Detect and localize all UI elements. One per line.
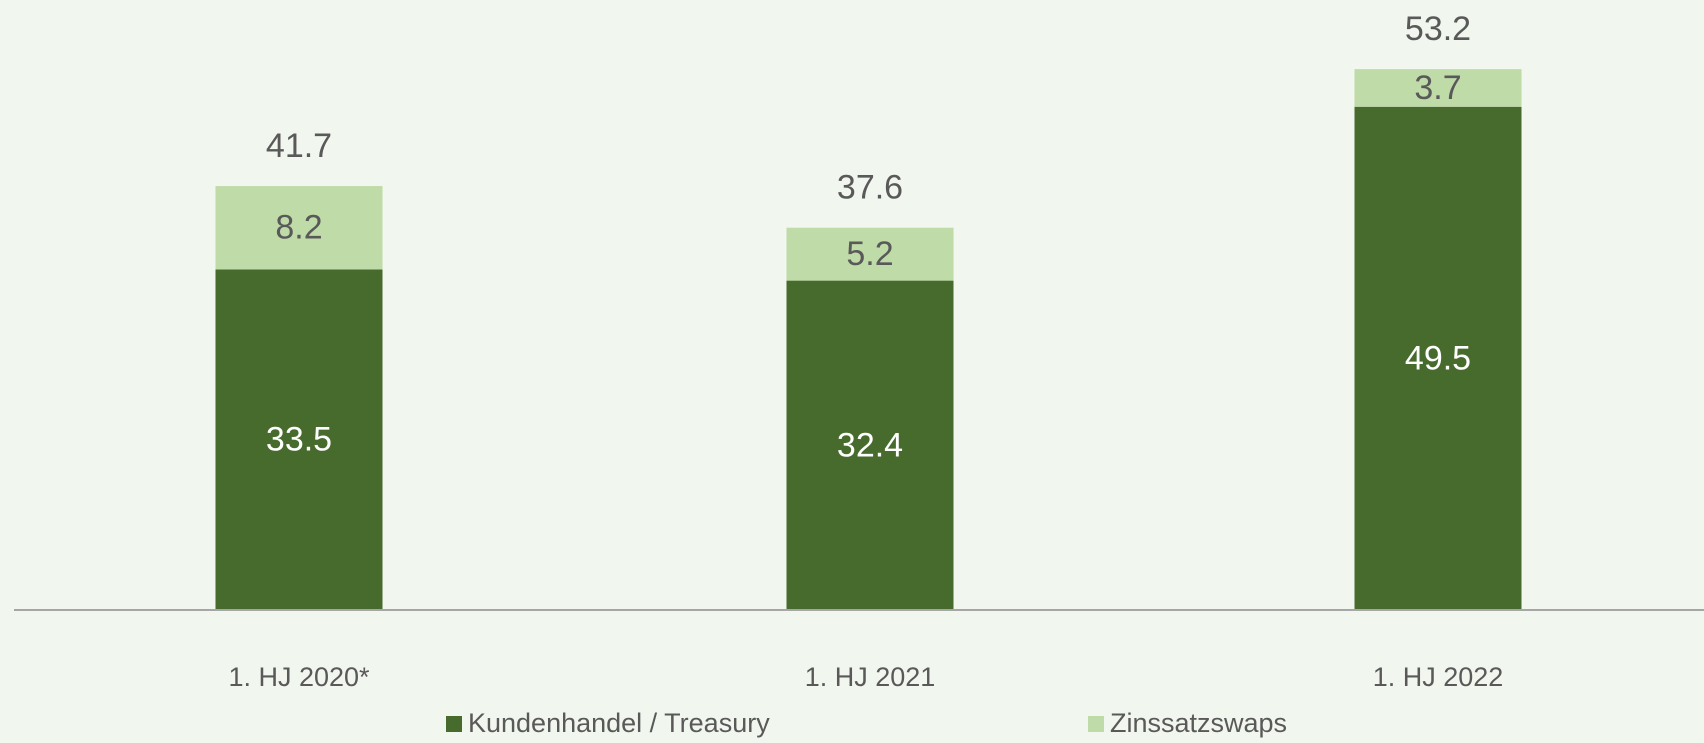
x-tick-label: 1. HJ 2021 bbox=[805, 662, 936, 692]
legend-label: Zinssatzswaps bbox=[1110, 708, 1287, 738]
legend-swatch bbox=[1088, 716, 1104, 732]
bar-segment bbox=[215, 269, 383, 610]
data-label: 33.5 bbox=[266, 421, 332, 459]
data-label: 5.2 bbox=[846, 235, 893, 273]
data-label: 32.4 bbox=[837, 426, 903, 464]
total-label: 53.2 bbox=[1405, 10, 1471, 48]
data-label: 8.2 bbox=[275, 209, 322, 247]
legend-label: Kundenhandel / Treasury bbox=[468, 708, 770, 738]
data-label: 3.7 bbox=[1414, 69, 1461, 107]
bar-segment bbox=[1354, 69, 1522, 107]
x-tick-label: 1. HJ 2020* bbox=[228, 662, 370, 692]
bar-segment bbox=[786, 280, 954, 610]
total-label: 37.6 bbox=[837, 169, 903, 207]
data-label: 49.5 bbox=[1405, 339, 1471, 377]
bar-segment bbox=[786, 227, 954, 281]
legend-swatch bbox=[446, 716, 462, 732]
total-label: 41.7 bbox=[266, 127, 332, 165]
bar-segment bbox=[1354, 106, 1522, 610]
x-tick-label: 1. HJ 2022 bbox=[1373, 662, 1504, 692]
bar-segment bbox=[215, 186, 383, 270]
